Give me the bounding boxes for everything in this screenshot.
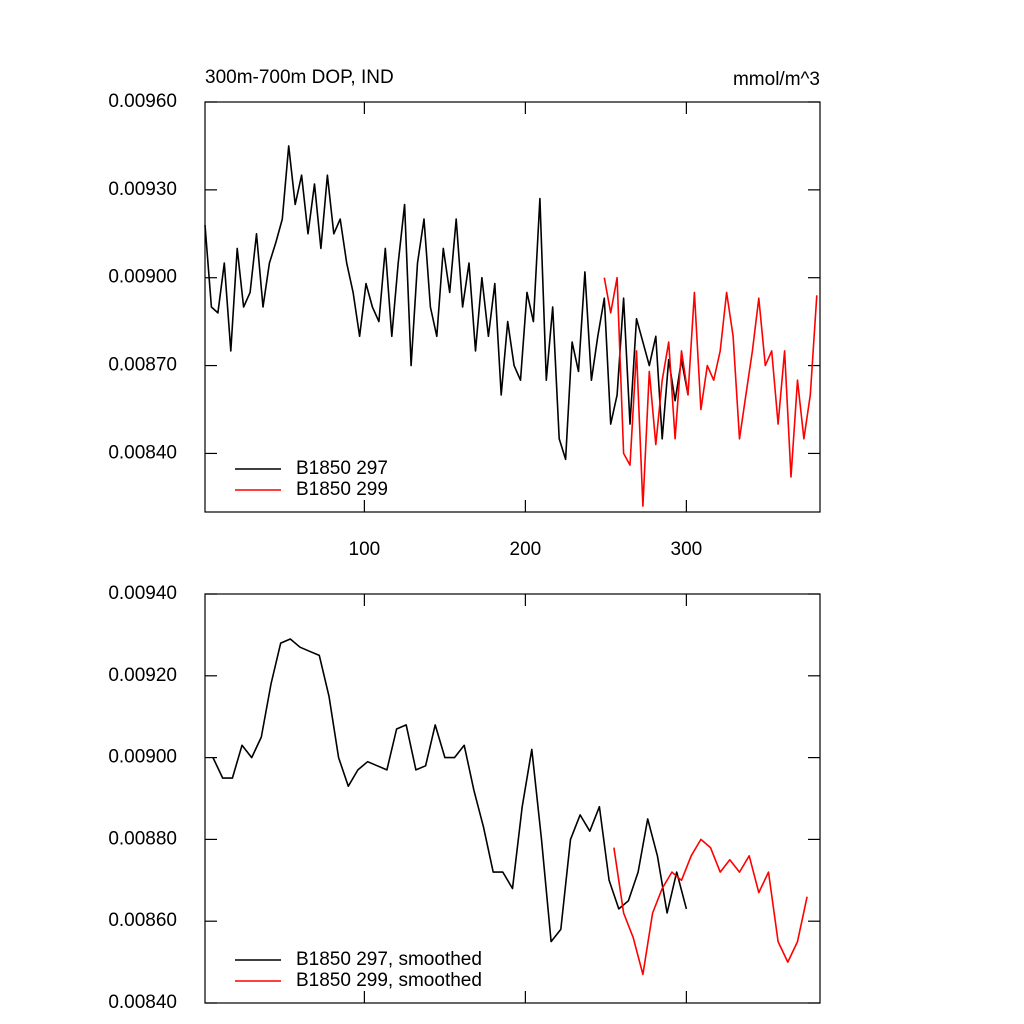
- chart-title: 300m-700m DOP, IND: [205, 67, 394, 88]
- legend-label: B1850 297: [296, 458, 388, 479]
- data-line: [204, 145, 689, 461]
- y-tick-label: 0.00840: [108, 442, 177, 463]
- x-tick-label: 200: [510, 539, 542, 560]
- x-tick-label: 100: [349, 539, 381, 560]
- y-tick-label: 0.00930: [108, 179, 177, 200]
- x-tick-label: 300: [671, 539, 703, 560]
- y-tick-label: 0.00840: [108, 992, 177, 1013]
- units-label: mmol/m^3: [733, 69, 820, 90]
- plot-frame: [204, 101, 821, 513]
- y-tick-label: 0.00960: [108, 91, 177, 112]
- legend-label: B1850 299: [296, 479, 388, 500]
- data-line: [212, 638, 688, 943]
- y-tick-label: 0.00870: [108, 355, 177, 376]
- y-tick-label: 0.00920: [108, 665, 177, 686]
- y-tick-label: 0.00860: [108, 910, 177, 931]
- plot-frame: [204, 593, 821, 1004]
- y-tick-label: 0.00900: [108, 747, 177, 768]
- legend-label: B1850 297, smoothed: [296, 949, 482, 970]
- legend-label: B1850 299, smoothed: [296, 970, 482, 991]
- y-tick-label: 0.00880: [108, 828, 177, 849]
- data-line: [603, 276, 818, 507]
- data-line: [613, 838, 808, 976]
- y-tick-label: 0.00940: [108, 583, 177, 604]
- y-tick-label: 0.00900: [108, 267, 177, 288]
